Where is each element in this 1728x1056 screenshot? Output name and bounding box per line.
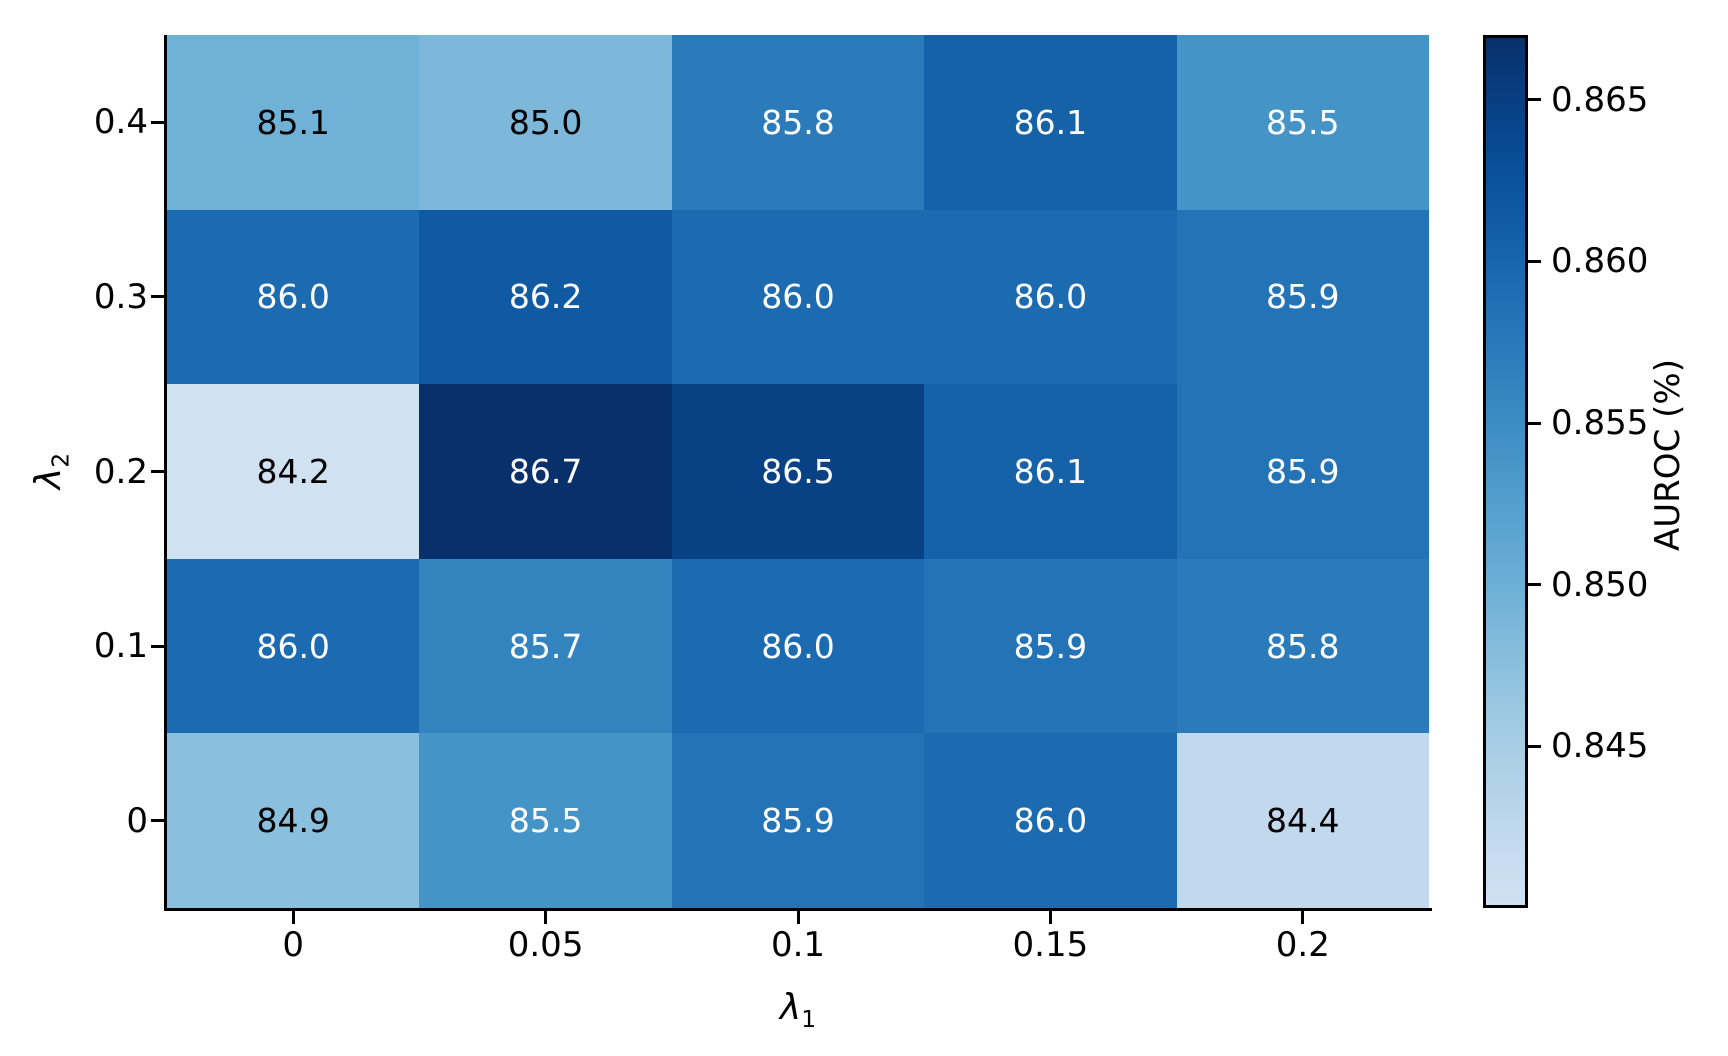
cell-value-label: 85.7: [508, 626, 583, 666]
cell-value-label: 85.8: [761, 102, 835, 142]
x-tick-label: 0.2: [1275, 925, 1330, 965]
colorbar-label: AUROC (%): [1648, 359, 1688, 551]
colorbar-tick-label: 0.865: [1551, 79, 1649, 120]
colorbar-tick-mark: [1528, 744, 1541, 748]
cell-value-label: 86.0: [256, 277, 330, 317]
cell-value-label: 85.0: [508, 102, 583, 142]
cell-value-label: 85.9: [1013, 626, 1088, 666]
x-axis-label-subscript: 1: [801, 1005, 817, 1034]
x-tick-mark: [796, 911, 800, 924]
left-spine: [164, 35, 167, 911]
y-tick-label: 0.1: [93, 626, 148, 667]
x-tick-label: 0.1: [770, 925, 826, 965]
heatmap-cell: 85.9: [924, 558, 1177, 734]
cell-value-label: 85.9: [761, 801, 835, 841]
heatmap-cell: 86.1: [924, 35, 1177, 210]
bottom-spine: [164, 908, 1432, 911]
y-axis-label-symbol: λ: [28, 467, 70, 490]
colorbar: [1483, 35, 1528, 908]
cell-value-label: 86.0: [761, 626, 835, 666]
plot-area: 85.1 85.0 85.8 86.1 85.5 86.0 86.2 86.0 86.0 85.9…: [167, 35, 1429, 908]
x-axis-label: λ1: [780, 990, 816, 1032]
colorbar-tick-mark: [1528, 259, 1541, 263]
y-tick-mark: [151, 295, 164, 299]
cell-value-label: 85.9: [1266, 277, 1340, 317]
heatmap-cell: 86.0: [924, 209, 1177, 385]
colorbar-tick-label: 0.860: [1551, 241, 1649, 282]
x-axis-label-symbol: λ: [779, 987, 802, 1028]
heatmap-cell: 84.2: [167, 384, 420, 559]
colorbar-tick-mark: [1528, 583, 1541, 587]
heatmap-cell: 86.7: [419, 384, 672, 559]
colorbar-tick-label: 0.845: [1551, 726, 1649, 767]
y-tick-label: 0.3: [93, 276, 148, 317]
cell-value-label: 86.2: [508, 277, 583, 317]
heatmap-cell: 85.9: [671, 733, 925, 908]
heatmap-cell: 85.0: [419, 35, 672, 210]
x-tick-label: 0.15: [1012, 925, 1089, 965]
colorbar-tick-label: 0.855: [1551, 403, 1649, 443]
colorbar-tick-mark: [1528, 421, 1541, 425]
cell-value-label: 86.0: [256, 626, 330, 666]
cell-value-label: 86.0: [1013, 277, 1088, 317]
heatmap-cell: 85.5: [419, 733, 672, 908]
heatmap-cell: 86.0: [167, 558, 420, 734]
cell-value-label: 86.7: [508, 451, 583, 491]
heatmap-cell: 85.1: [167, 35, 420, 210]
x-tick-mark: [291, 911, 295, 924]
heatmap-cell: 85.8: [1176, 558, 1429, 734]
cell-value-label: 85.9: [1266, 451, 1340, 491]
heatmap-cell: 86.0: [167, 209, 420, 385]
heatmap-cell: 86.1: [924, 384, 1177, 559]
heatmap-cell: 85.7: [419, 558, 672, 734]
x-tick-mark: [1301, 911, 1305, 924]
heatmap-cell: 86.0: [924, 733, 1177, 908]
heatmap-cell: 86.0: [671, 209, 925, 385]
heatmap-cell: 85.9: [1176, 384, 1429, 559]
cell-value-label: 85.1: [256, 102, 330, 142]
y-tick-mark: [151, 644, 164, 648]
y-tick-label: 0.4: [93, 102, 148, 143]
heatmap-cell: 85.5: [1176, 35, 1429, 210]
heatmap-cell: 85.8: [671, 35, 925, 210]
colorbar-gradient: [1486, 38, 1525, 905]
cell-value-label: 86.5: [761, 451, 835, 491]
cell-value-label: 85.5: [1266, 102, 1340, 142]
y-tick-mark: [151, 120, 164, 124]
x-tick-mark: [544, 911, 548, 924]
cell-value-label: 84.9: [256, 801, 330, 841]
y-tick-label: 0: [126, 800, 148, 841]
heatmap-cell: 84.9: [167, 733, 420, 908]
heatmap-grid: 85.1 85.0 85.8 86.1 85.5 86.0 86.2 86.0 86.0 85.9…: [167, 35, 1429, 908]
y-tick-label: 0.2: [93, 451, 148, 492]
x-tick-label: 0: [282, 925, 305, 965]
colorbar-tick-mark: [1528, 98, 1541, 102]
y-tick-mark: [151, 470, 164, 473]
colorbar-tick-label: 0.850: [1551, 564, 1649, 605]
cell-value-label: 84.2: [256, 451, 330, 491]
cell-value-label: 86.1: [1013, 102, 1088, 142]
heatmap-cell: 86.2: [419, 209, 672, 385]
y-tick-mark: [151, 819, 164, 823]
heatmap-cell: 86.0: [671, 558, 925, 734]
cell-value-label: 86.0: [1013, 801, 1088, 841]
heatmap-cell: 86.5: [671, 384, 925, 559]
y-axis-label-subscript: 2: [46, 452, 75, 468]
y-axis-label: λ2: [28, 452, 75, 490]
heatmap-cell: 84.4: [1176, 733, 1429, 908]
cell-value-label: 85.5: [508, 801, 583, 841]
heatmap-cell: 85.9: [1176, 209, 1429, 385]
cell-value-label: 86.1: [1013, 451, 1088, 491]
colorbar-label-text: AUROC (%): [1648, 359, 1688, 551]
x-tick-label: 0.05: [507, 925, 584, 965]
cell-value-label: 86.0: [761, 277, 835, 317]
cell-value-label: 84.4: [1266, 801, 1340, 841]
cell-value-label: 85.8: [1266, 626, 1340, 666]
x-tick-mark: [1048, 911, 1052, 924]
